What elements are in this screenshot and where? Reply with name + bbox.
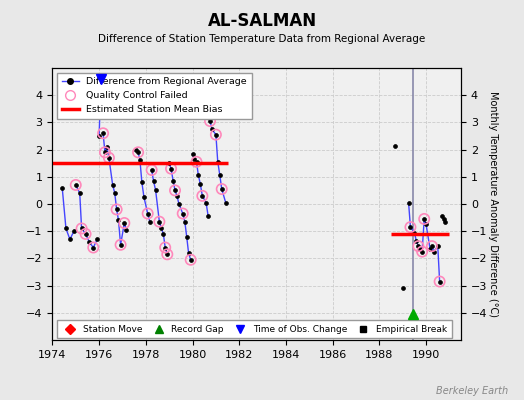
Point: [206, 118, 214, 124]
Point: [212, 132, 220, 138]
Point: [89, 244, 97, 251]
Point: [161, 244, 169, 251]
Point: [99, 130, 107, 136]
Point: [217, 186, 226, 192]
Point: [406, 224, 414, 230]
Point: [105, 154, 113, 161]
Point: [187, 256, 195, 263]
Point: [418, 248, 427, 255]
Point: [101, 149, 109, 156]
Point: [192, 159, 201, 165]
Point: [435, 278, 444, 285]
Point: [134, 149, 143, 156]
Point: [144, 210, 152, 217]
Point: [120, 220, 128, 226]
Point: [198, 193, 206, 199]
Point: [147, 167, 156, 173]
Point: [171, 187, 179, 194]
Point: [81, 231, 90, 237]
Text: AL-SALMAN: AL-SALMAN: [208, 12, 316, 30]
Text: Difference of Station Temperature Data from Regional Average: Difference of Station Temperature Data f…: [99, 34, 425, 44]
Point: [414, 243, 422, 249]
Point: [179, 210, 187, 217]
Point: [428, 243, 436, 249]
Point: [72, 182, 80, 188]
Point: [116, 242, 125, 248]
Text: Berkeley Earth: Berkeley Earth: [436, 386, 508, 396]
Point: [167, 166, 175, 172]
Point: [420, 216, 429, 222]
Point: [163, 251, 171, 258]
Y-axis label: Monthly Temperature Anomaly Difference (°C): Monthly Temperature Anomaly Difference (…: [488, 91, 498, 317]
Point: [78, 225, 86, 232]
Point: [155, 218, 163, 225]
Point: [113, 206, 121, 213]
Legend: Station Move, Record Gap, Time of Obs. Change, Empirical Break: Station Move, Record Gap, Time of Obs. C…: [57, 320, 452, 338]
